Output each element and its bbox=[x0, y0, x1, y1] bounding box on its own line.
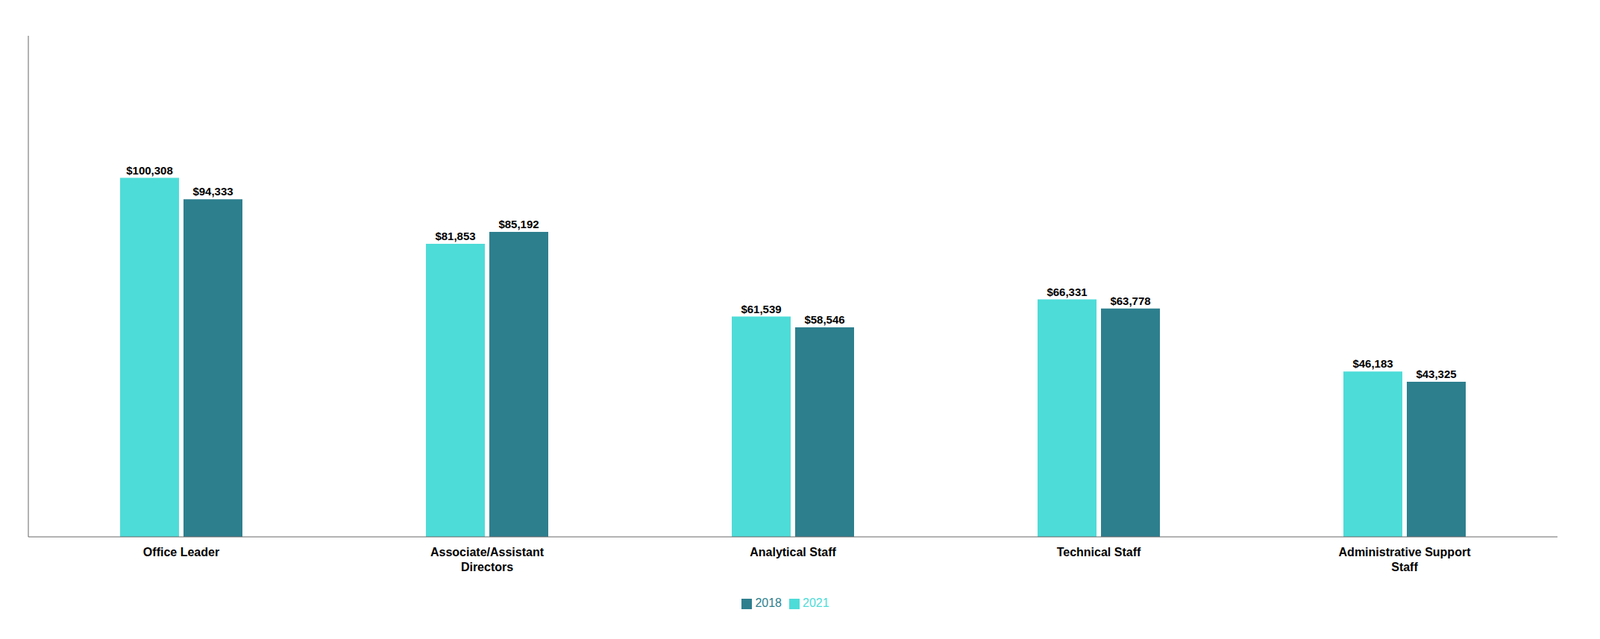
svg-text:Administrative SupportStaff: Administrative SupportStaff bbox=[1338, 546, 1472, 574]
svg-text:Associate/AssistantDirectors: Associate/AssistantDirectors bbox=[430, 546, 545, 574]
svg-text:$81,853: $81,853 bbox=[434, 229, 476, 243]
html-text:2018: 2018 bbox=[755, 596, 782, 610]
svg-text:$66,331: $66,331 bbox=[1046, 285, 1087, 299]
html-text:2021: 2021 bbox=[802, 596, 830, 610]
svg-text:$94,333: $94,333 bbox=[192, 184, 233, 198]
svg-text:$46,183: $46,183 bbox=[1352, 357, 1393, 370]
svg-text:$58,546: $58,546 bbox=[804, 313, 845, 326]
svg-text:Analytical Staff: Analytical Staff bbox=[749, 546, 837, 559]
svg-text:$85,192: $85,192 bbox=[498, 217, 539, 231]
svg-text:Technical Staff: Technical Staff bbox=[1056, 546, 1142, 559]
svg-text:$61,539: $61,539 bbox=[740, 302, 781, 316]
svg-text:$43,325: $43,325 bbox=[1415, 367, 1457, 381]
svg-text:$63,778: $63,778 bbox=[1109, 294, 1151, 308]
svg-text:$100,308: $100,308 bbox=[126, 164, 174, 177]
svg-text:Office Leader: Office Leader bbox=[143, 546, 220, 559]
